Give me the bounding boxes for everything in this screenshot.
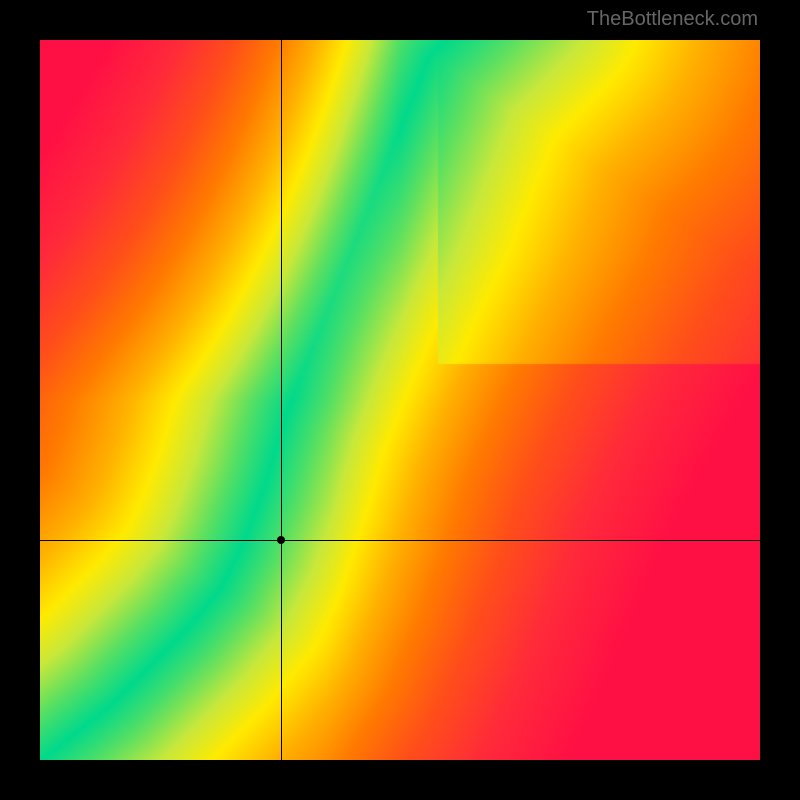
- crosshair-horizontal: [40, 540, 760, 541]
- crosshair-vertical: [281, 40, 282, 760]
- heatmap-plot-area: [40, 40, 760, 760]
- watermark-text: TheBottleneck.com: [587, 8, 758, 31]
- heatmap-canvas: [40, 40, 760, 760]
- marker-dot: [277, 536, 285, 544]
